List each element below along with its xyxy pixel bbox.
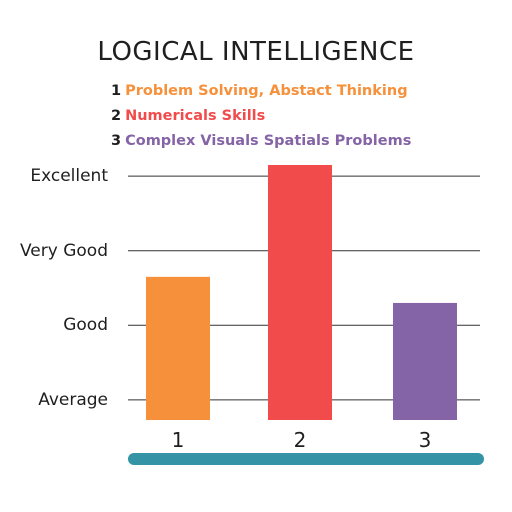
y-tick-label-3: Very Good [20, 240, 108, 261]
legend-item-3: 3 Complex Visuals Spatials Problems [111, 133, 411, 149]
y-tick-label-2: Good [63, 315, 108, 336]
x-tick-label-2: 2 [293, 428, 307, 452]
x-tick-label-1: 1 [171, 428, 185, 452]
legend-key-1: 1 [111, 83, 122, 99]
bar-2 [268, 165, 332, 420]
legend-key-3: 3 [111, 133, 122, 149]
legend-item-2: 2 Numericals Skills [111, 108, 265, 124]
legend-label-1: Problem Solving, Abstact Thinking [125, 83, 408, 99]
legend-label-2: Numericals Skills [125, 108, 266, 124]
chart-title: LOGICAL INTELLIGENCE [97, 37, 415, 67]
legend-label-3: Complex Visuals Spatials Problems [125, 133, 412, 149]
y-tick-label-4: Excellent [30, 166, 108, 187]
x-tick-label-3: 3 [418, 428, 432, 452]
bar-3 [393, 302, 457, 420]
y-tick-label-1: Average [38, 389, 108, 410]
legend-item-1: 1 Problem Solving, Abstact Thinking [111, 83, 408, 99]
bar-1 [146, 276, 210, 420]
legend-key-2: 2 [111, 108, 122, 124]
